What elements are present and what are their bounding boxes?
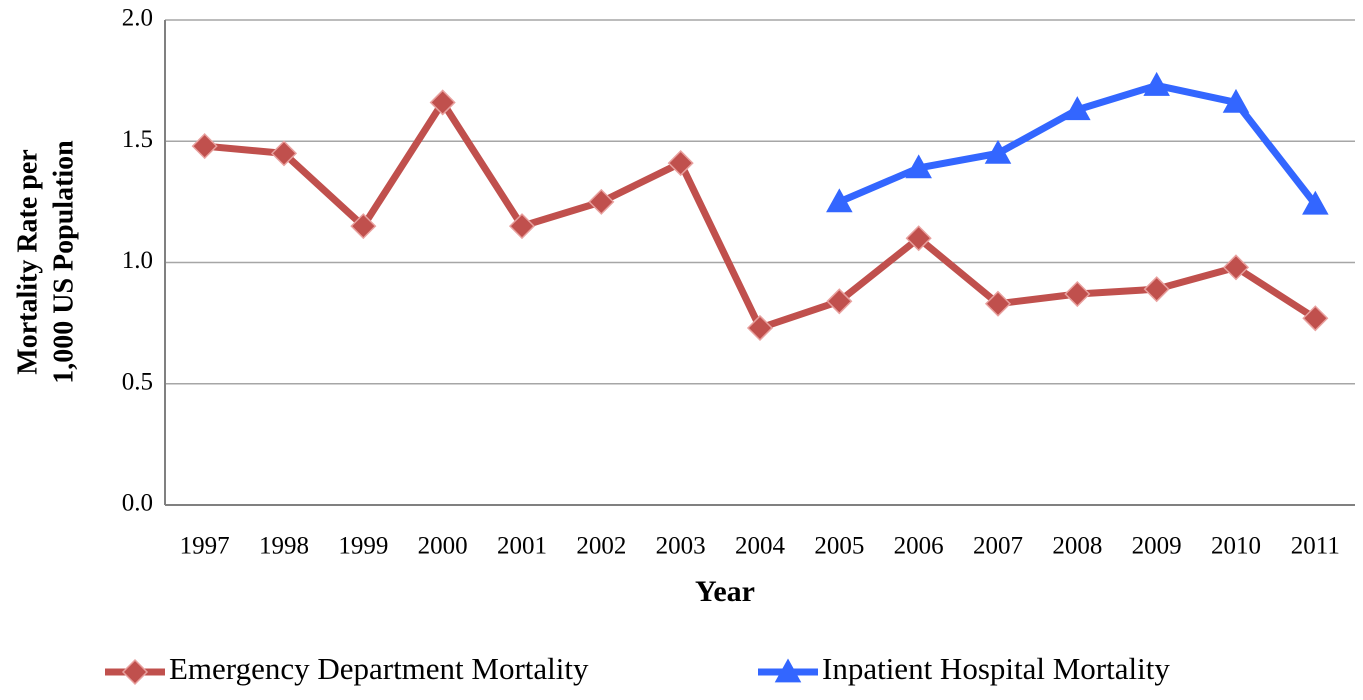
x-tick-label: 2010 [1211,533,1261,560]
x-tick-label: 2006 [894,533,944,560]
data-point [826,288,853,315]
x-tick-label: 2004 [735,533,786,560]
y-tick-label: 0.5 [122,368,153,395]
x-tick-label: 2002 [576,533,626,560]
data-point [984,139,1012,164]
data-point [1222,254,1250,281]
x-tick-label: 2008 [1052,533,1102,560]
legend-marker [774,658,802,683]
y-tick-label: 2.0 [122,5,153,32]
x-tick-label: 2003 [656,533,706,560]
data-point [667,150,694,177]
x-tick-label: 1998 [259,533,309,560]
y-axis-title: 1,000 US Population [48,140,79,384]
data-point [905,225,932,252]
y-tick-label: 1.5 [122,126,153,153]
x-axis-title: Year [695,575,755,608]
data-point [1222,88,1250,113]
y-axis-title: Mortality Rate per [12,149,43,374]
y-tick-label: 0.0 [122,490,153,517]
data-point [508,213,536,240]
x-tick-label: 2011 [1291,533,1340,560]
legend-marker [121,658,149,686]
legend-label: Emergency Department Mortality [169,651,589,686]
x-tick-label: 2007 [973,533,1023,560]
data-point [1143,276,1170,303]
x-tick-label: 2001 [497,533,547,560]
data-point [826,188,853,213]
data-point [191,133,218,160]
x-tick-label: 1999 [338,533,388,560]
x-tick-label: 2009 [1132,533,1182,560]
y-tick-label: 1.0 [122,247,153,274]
data-point [1302,305,1329,332]
data-point [588,188,615,215]
data-point [1064,280,1091,308]
x-tick-label: 2005 [814,533,864,560]
data-point [905,154,932,179]
data-point [1302,190,1329,215]
data-point [350,213,377,240]
data-point [984,290,1012,317]
x-tick-label: 1997 [180,533,230,560]
data-point [1143,71,1170,96]
data-point [429,89,456,116]
data-point [270,140,298,167]
data-point [1064,96,1091,121]
data-point [746,314,774,342]
x-tick-label: 2000 [418,533,468,560]
legend-label: Inpatient Hospital Mortality [822,651,1170,686]
